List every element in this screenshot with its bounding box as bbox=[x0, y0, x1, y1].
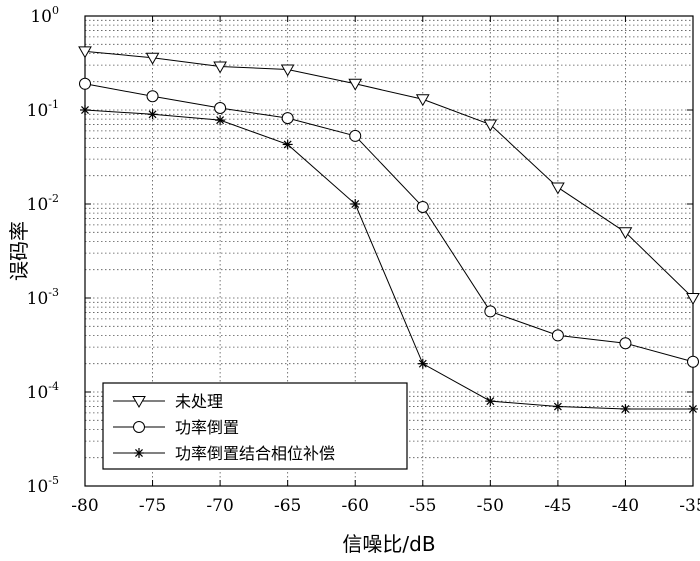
marker-star bbox=[620, 403, 631, 414]
series-2 bbox=[80, 105, 698, 414]
marker-circle bbox=[551, 329, 564, 342]
y-tick-label: 10-4 bbox=[27, 380, 59, 403]
marker-triangle bbox=[78, 46, 92, 59]
x-tick-label: -35 bbox=[679, 496, 700, 516]
marker-triangle bbox=[132, 396, 146, 409]
marker-star bbox=[417, 358, 428, 369]
marker-star bbox=[350, 199, 361, 209]
plot-frame bbox=[84, 15, 694, 487]
x-tick-label: -65 bbox=[274, 496, 301, 516]
x-tick-label: -50 bbox=[477, 496, 504, 516]
marker-triangle bbox=[618, 227, 633, 240]
legend-label: 功率倒置结合相位补偿 bbox=[175, 444, 335, 463]
marker-circle bbox=[79, 77, 91, 90]
marker-circle bbox=[133, 421, 145, 433]
series-line bbox=[84, 50, 694, 299]
ticks: -80 -75 -70 -65 -60 -55 -50 -45 -40 -35 100 10-1 10-… bbox=[27, 4, 700, 516]
x-tick-label: -40 bbox=[612, 496, 639, 516]
series-line bbox=[84, 109, 693, 410]
y-axis-title: 误码率 bbox=[7, 221, 31, 281]
marker-triangle bbox=[483, 119, 498, 132]
marker-triangle bbox=[551, 182, 565, 195]
legend-box bbox=[102, 382, 408, 470]
series-line bbox=[84, 83, 694, 363]
x-tick-label: -80 bbox=[71, 496, 98, 516]
x-tick-label: -70 bbox=[206, 496, 233, 516]
marker-circle bbox=[484, 305, 497, 318]
marker-star bbox=[282, 139, 293, 150]
x-tick-label: -55 bbox=[409, 496, 436, 516]
x-tick-label: -60 bbox=[342, 496, 369, 516]
y-tick-label: 100 bbox=[30, 4, 59, 27]
marker-circle bbox=[214, 102, 227, 115]
marker-triangle bbox=[145, 52, 160, 65]
marker-triangle bbox=[213, 61, 227, 74]
x-tick-label: -45 bbox=[544, 496, 571, 516]
x-tick-label: -75 bbox=[139, 496, 166, 516]
y-tick-label: 10-3 bbox=[27, 286, 59, 309]
marker-circle bbox=[687, 355, 699, 368]
series bbox=[78, 46, 700, 414]
series-1 bbox=[79, 77, 699, 368]
marker-star bbox=[215, 115, 226, 126]
marker-triangle bbox=[280, 64, 295, 77]
marker-triangle bbox=[686, 293, 700, 306]
legend-label: 功率倒置 bbox=[175, 418, 239, 437]
marker-star bbox=[80, 105, 90, 115]
y-tick-label: 10-5 bbox=[27, 474, 59, 497]
y-tick-label: 10-2 bbox=[27, 192, 59, 215]
marker-triangle bbox=[348, 78, 363, 91]
marker-star bbox=[552, 401, 563, 412]
marker-circle bbox=[416, 200, 429, 213]
y-tick-label: 10-1 bbox=[27, 98, 59, 121]
marker-star bbox=[134, 448, 144, 458]
marker-circle bbox=[349, 129, 362, 142]
marker-triangle bbox=[415, 94, 430, 107]
series-0 bbox=[78, 46, 700, 306]
marker-star bbox=[688, 403, 698, 414]
marker-star bbox=[147, 109, 158, 120]
marker-star bbox=[485, 396, 496, 407]
legend-label: 未处理 bbox=[175, 392, 223, 411]
marker-circle bbox=[146, 90, 159, 103]
x-axis-title: 信噪比/dB bbox=[342, 532, 435, 556]
marker-circle bbox=[619, 337, 632, 350]
marker-circle bbox=[281, 112, 294, 125]
